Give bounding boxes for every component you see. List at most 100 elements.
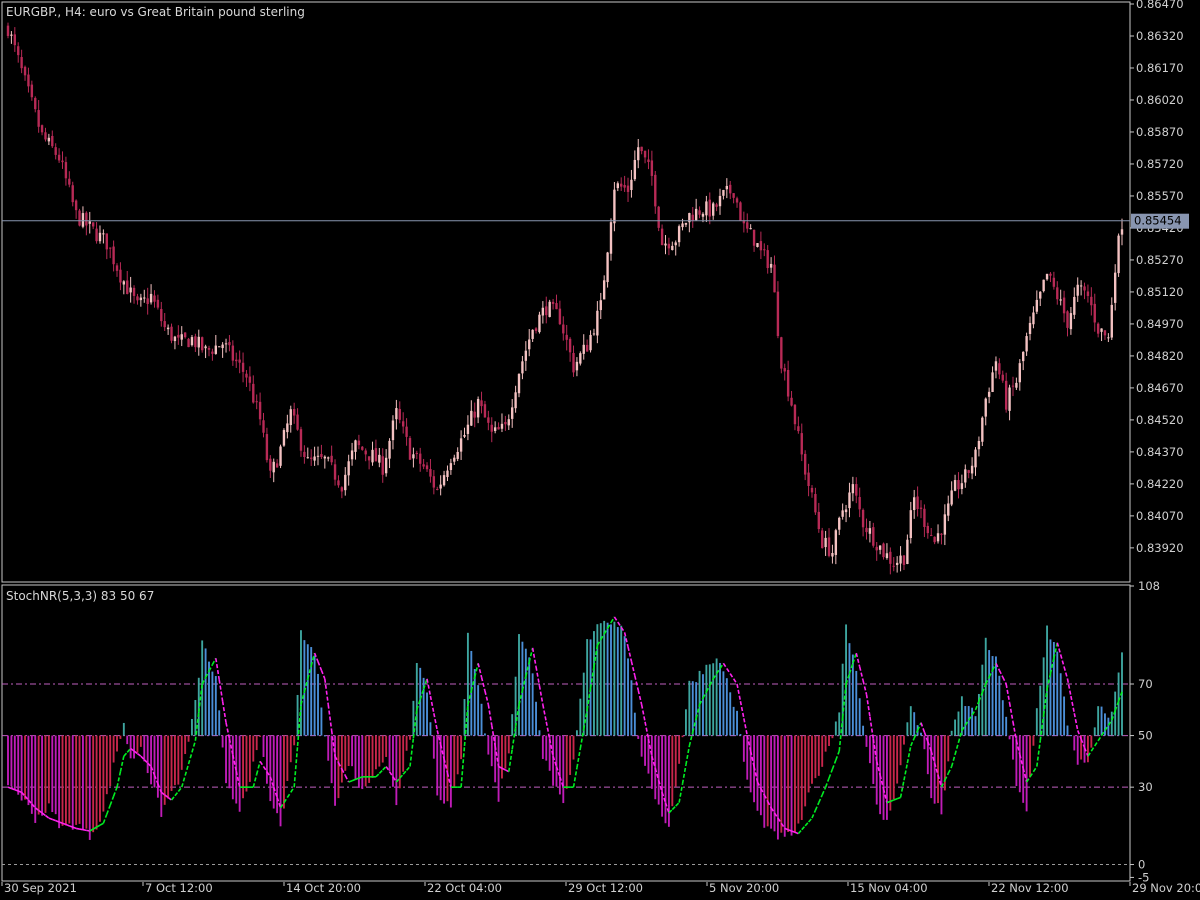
candle-body [872,527,875,546]
price-axis-label: 0.85870 [1136,125,1184,139]
stoch-histogram-bar [524,648,527,736]
stoch-histogram-bar [221,735,224,748]
candle-body [235,359,238,362]
stoch-signal-segment [548,738,554,757]
candle-body [637,147,640,161]
stoch-histogram-bar [674,735,677,787]
candle-body [153,295,156,302]
stoch-signal-segment [797,829,803,835]
stoch-signal-segment [991,663,997,671]
stoch-histogram-bar [504,735,507,769]
stoch-histogram-bar [41,735,44,816]
candle-body [947,503,950,516]
candle-body [446,470,449,478]
candle-body [1083,286,1086,291]
stoch-histogram-bar [565,735,568,789]
stoch-signal-segment [586,688,592,710]
stoch-signal-segment [855,652,861,667]
candle-body [122,281,126,285]
candle-body [47,137,51,142]
stoch-histogram-bar [99,735,101,822]
candle-body [534,328,538,331]
stoch-histogram-bar [225,735,227,784]
stoch-histogram-bar [644,735,646,766]
stoch-signal-segment [123,751,128,757]
candle-body [882,543,885,558]
stoch-histogram-bar [34,735,37,823]
stoch-signal-segment [402,769,408,775]
stoch-signal-segment [852,652,858,664]
stoch-histogram-bar [194,700,197,736]
stoch-histogram-bar [487,735,490,755]
stoch-signal-segment [804,821,810,827]
stoch-histogram-bar [177,735,180,785]
candle-body [838,517,841,530]
stoch-histogram-bar [136,735,139,753]
candle-body [735,198,739,203]
candle-body [279,446,282,466]
candle-body [797,426,800,432]
stoch-signal-segment [130,747,135,752]
candle-body [432,476,436,488]
candle-body [694,208,698,221]
stoch-histogram-bar [409,735,411,740]
stoch-histogram-bar [92,735,95,833]
candle-body [1120,229,1124,235]
stoch-signal-segment [890,799,895,803]
stoch-signal-segment [869,716,875,740]
candle-body [64,162,68,179]
candle-body [1066,311,1069,328]
stoch-signal-segment [96,824,101,828]
stoch-histogram-bar [943,735,946,791]
price-pane[interactable]: EURGBP., H4: euro vs Great Britain pound… [1,1,1131,583]
candle-body [950,490,953,505]
candle-body [436,489,439,491]
stoch-signal-segment [303,678,309,692]
stoch-histogram-bar [688,680,691,736]
stoch-histogram-bar [323,735,326,737]
candle-body [143,297,146,299]
stoch-signal-segment [300,691,306,705]
stoch-signal-segment [930,750,936,764]
candle-body [177,334,180,338]
stoch-signal-segment [927,741,932,752]
price-axis-label: 0.86170 [1136,61,1184,75]
time-axis[interactable]: 30 Sep 2021 7 Oct 12:00 14 Oct 20:00 22 Oct… [1,881,1200,895]
indicator-pane[interactable]: StochNR(5,3,3) 83 50 67 [1,584,1131,882]
candle-body [936,533,940,542]
candle-body [449,463,453,471]
candle-body [289,409,292,426]
price-axis[interactable]: 0.86470 0.86320 0.86170 0.86020 0.85870 0.857… [1130,0,1184,555]
stoch-signal-segment [998,669,1004,678]
candle-body [500,423,504,429]
stoch-histogram-bar [865,735,868,747]
stoch-histogram-bar [10,735,13,787]
stoch-histogram-bar [102,735,105,812]
stoch-signal-segment [784,827,789,831]
candle-body [831,552,834,557]
stoch-histogram-bar [964,706,967,736]
stoch-histogram-bar [1015,735,1018,787]
candle-body [538,314,541,333]
stoch-signal-segment [27,799,33,805]
candle-body [514,392,517,409]
stoch-histogram-bar [650,735,653,789]
candle-body [1079,285,1083,287]
price-axis-label: 0.84670 [1136,381,1184,395]
indicator-axis[interactable]: 108 70 50 30 0-5 [1130,579,1160,884]
indicator-axis-label: 70 [1138,677,1153,691]
stoch-signal-segment [698,697,704,706]
stoch-signal-segment [473,663,479,678]
candle-body [667,243,671,249]
candle-body [183,332,187,338]
stoch-histogram-bar [988,650,991,736]
stoch-signal-segment [82,828,87,832]
stoch-histogram-bar [746,735,749,780]
candle-body [156,299,160,308]
stoch-histogram-bar [552,735,555,786]
current-price-tag-background [1131,213,1189,229]
stoch-signal-segment [828,768,834,779]
candle-body [640,146,643,152]
stoch-histogram-bar [558,735,561,795]
